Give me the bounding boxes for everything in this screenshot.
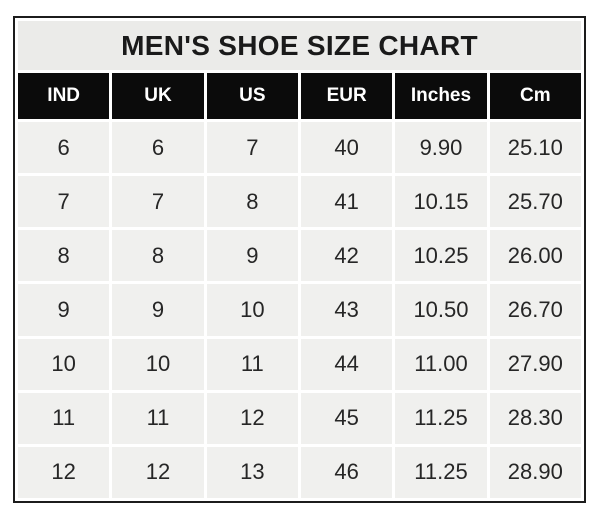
cell-us: 12 (206, 392, 298, 444)
cell-inches: 10.15 (395, 176, 487, 228)
cell-cm: 27.90 (489, 338, 581, 390)
cell-uk: 10 (112, 338, 204, 390)
shoe-size-chart-frame: MEN'S SHOE SIZE CHART IND UK US EUR Inches Cm… (13, 16, 586, 503)
cell-ind: 8 (18, 230, 110, 282)
cell-ind: 7 (18, 176, 110, 228)
cell-us: 8 (206, 176, 298, 228)
column-header-cm: Cm (489, 73, 581, 119)
cell-us: 10 (206, 284, 298, 336)
table-row: 10 10 11 44 11.00 27.90 (18, 338, 581, 390)
table-row: 6 6 7 40 9.90 25.10 (18, 122, 581, 174)
column-header-eur: EUR (300, 73, 393, 119)
cell-us: 11 (206, 338, 298, 390)
cell-cm: 28.30 (489, 392, 581, 444)
cell-eur: 40 (300, 122, 393, 174)
table-row: 9 9 10 43 10.50 26.70 (18, 284, 581, 336)
cell-uk: 8 (112, 230, 204, 282)
cell-inches: 11.25 (395, 392, 487, 444)
cell-cm: 26.70 (489, 284, 581, 336)
cell-inches: 11.00 (395, 338, 487, 390)
column-header-row: IND UK US EUR Inches Cm (18, 73, 581, 119)
chart-title: MEN'S SHOE SIZE CHART (18, 21, 581, 70)
cell-eur: 46 (300, 446, 393, 498)
cell-us: 9 (206, 230, 298, 282)
cell-uk: 9 (112, 284, 204, 336)
cell-cm: 25.10 (489, 122, 581, 174)
cell-eur: 45 (300, 392, 393, 444)
cell-us: 7 (206, 122, 298, 174)
table-head: MEN'S SHOE SIZE CHART IND UK US EUR Inches Cm (18, 21, 581, 119)
column-header-uk: UK (112, 73, 204, 119)
cell-eur: 43 (300, 284, 393, 336)
column-header-inches: Inches (395, 73, 487, 119)
table-body: 6 6 7 40 9.90 25.10 7 7 8 41 10.15 25.70 8 8 9 42 10.25 2… (18, 122, 581, 498)
cell-cm: 28.90 (489, 446, 581, 498)
cell-inches: 9.90 (395, 122, 487, 174)
cell-uk: 12 (112, 446, 204, 498)
cell-inches: 10.50 (395, 284, 487, 336)
cell-uk: 7 (112, 176, 204, 228)
cell-uk: 11 (112, 392, 204, 444)
title-row: MEN'S SHOE SIZE CHART (18, 21, 581, 70)
table-row: 8 8 9 42 10.25 26.00 (18, 230, 581, 282)
cell-ind: 12 (18, 446, 110, 498)
cell-eur: 42 (300, 230, 393, 282)
column-header-us: US (206, 73, 298, 119)
shoe-size-table: MEN'S SHOE SIZE CHART IND UK US EUR Inches Cm… (15, 18, 584, 501)
cell-cm: 25.70 (489, 176, 581, 228)
cell-cm: 26.00 (489, 230, 581, 282)
cell-uk: 6 (112, 122, 204, 174)
cell-eur: 44 (300, 338, 393, 390)
cell-inches: 11.25 (395, 446, 487, 498)
table-row: 12 12 13 46 11.25 28.90 (18, 446, 581, 498)
cell-ind: 11 (18, 392, 110, 444)
cell-eur: 41 (300, 176, 393, 228)
cell-us: 13 (206, 446, 298, 498)
cell-ind: 6 (18, 122, 110, 174)
cell-ind: 9 (18, 284, 110, 336)
cell-ind: 10 (18, 338, 110, 390)
table-row: 11 11 12 45 11.25 28.30 (18, 392, 581, 444)
table-row: 7 7 8 41 10.15 25.70 (18, 176, 581, 228)
cell-inches: 10.25 (395, 230, 487, 282)
column-header-ind: IND (18, 73, 110, 119)
